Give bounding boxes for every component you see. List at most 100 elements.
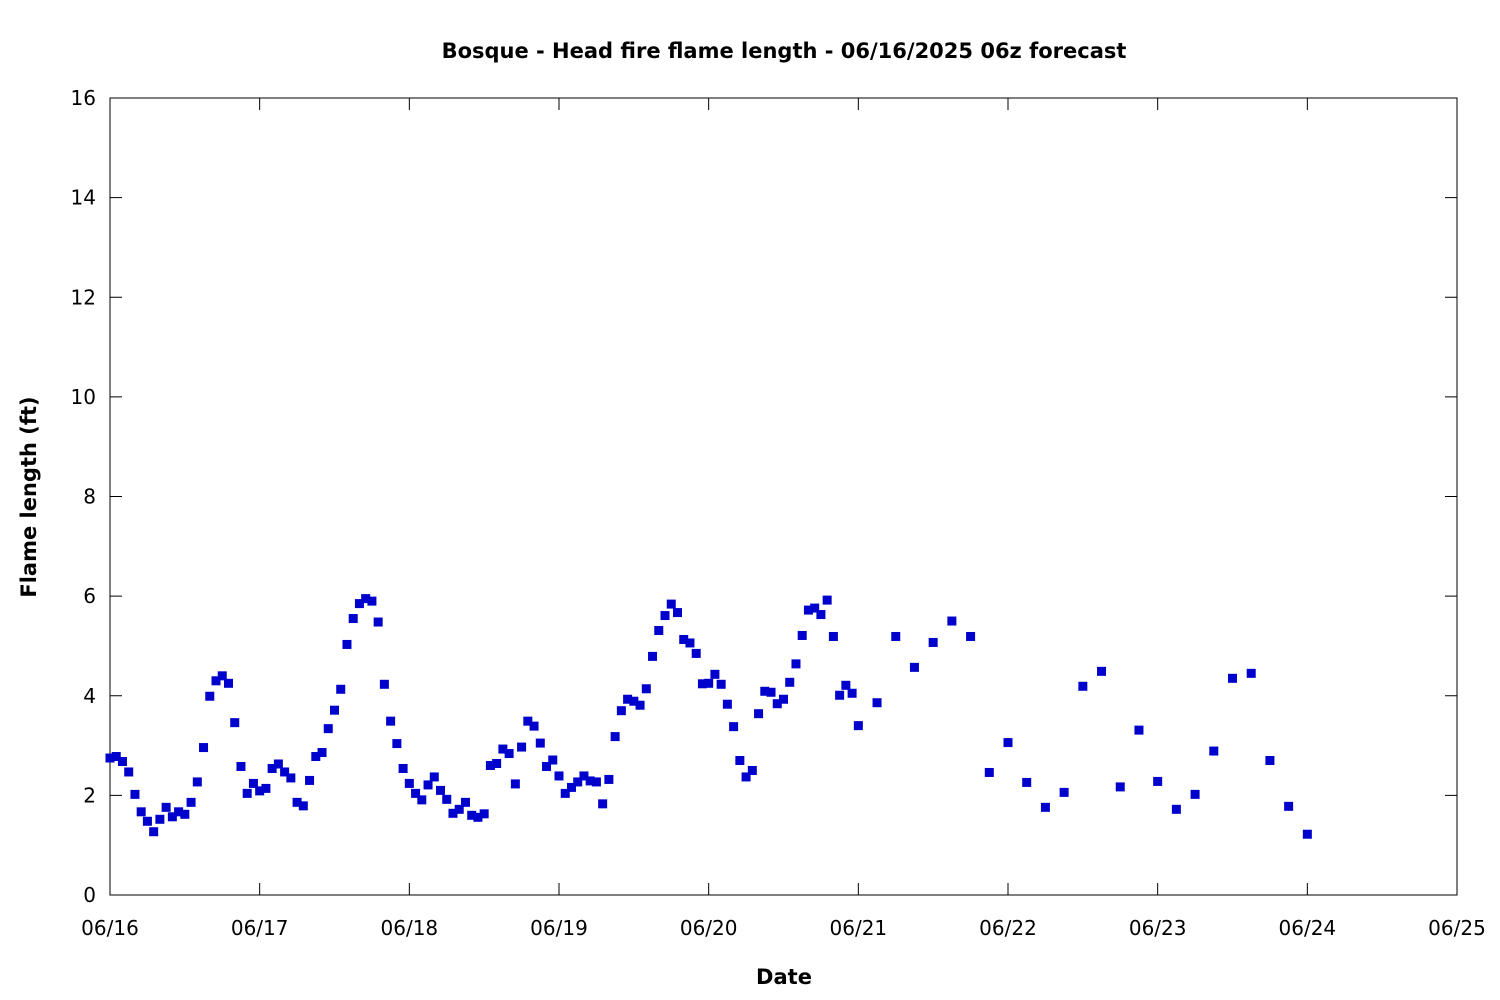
data-point	[1153, 776, 1163, 786]
data-point	[697, 679, 707, 689]
data-point	[261, 783, 271, 793]
data-point	[654, 625, 664, 635]
data-point	[373, 617, 383, 627]
data-point	[286, 773, 296, 783]
data-point	[523, 716, 533, 726]
data-point	[803, 605, 813, 615]
data-point	[629, 696, 639, 706]
data-point	[492, 758, 502, 768]
data-point	[710, 669, 720, 679]
data-point	[529, 721, 539, 731]
data-point	[1040, 802, 1050, 812]
data-point	[436, 785, 446, 795]
data-point	[616, 706, 626, 716]
data-point	[361, 594, 371, 604]
y-tick-label: 10	[71, 385, 96, 409]
data-point	[1003, 738, 1013, 748]
x-tick-label: 06/16	[81, 916, 139, 940]
data-point	[535, 738, 545, 748]
data-point	[367, 596, 377, 606]
data-point	[909, 662, 919, 672]
data-point	[330, 705, 339, 715]
data-point	[747, 765, 757, 775]
x-tick-label: 06/17	[231, 916, 289, 940]
data-point	[130, 789, 140, 799]
data-point	[211, 676, 221, 686]
data-point	[548, 755, 558, 765]
data-point	[679, 634, 689, 644]
data-points	[105, 594, 1312, 839]
data-point	[760, 686, 770, 696]
data-point	[810, 603, 820, 613]
data-point	[180, 809, 190, 819]
data-point	[217, 671, 227, 681]
data-point	[779, 694, 788, 704]
data-point	[816, 610, 826, 620]
data-point	[467, 810, 477, 820]
data-point	[841, 680, 851, 690]
data-point	[242, 788, 252, 798]
data-point	[947, 616, 957, 626]
data-point	[891, 631, 901, 641]
data-point	[966, 631, 976, 641]
data-point	[136, 807, 146, 817]
data-point	[666, 599, 676, 609]
data-point	[785, 677, 795, 687]
x-tick-label: 06/19	[530, 916, 588, 940]
data-point	[386, 716, 396, 726]
data-point	[398, 763, 408, 773]
data-point	[591, 777, 601, 787]
data-point	[342, 639, 352, 649]
data-point	[192, 777, 202, 787]
data-point	[872, 698, 882, 708]
x-tick-label: 06/24	[1279, 916, 1337, 940]
data-point	[149, 827, 159, 837]
data-point	[928, 637, 938, 647]
data-point	[354, 599, 364, 609]
data-point	[766, 687, 776, 697]
data-point	[142, 816, 152, 826]
data-point	[735, 756, 745, 766]
data-point	[442, 794, 452, 804]
data-point	[255, 786, 265, 796]
data-point	[1246, 668, 1256, 678]
data-point	[853, 721, 863, 731]
data-point	[691, 648, 701, 658]
data-point	[741, 772, 751, 782]
data-point	[722, 699, 732, 709]
data-point	[1265, 756, 1275, 766]
y-axis-label: Flame length (ft)	[17, 396, 41, 597]
y-tick-label: 12	[71, 285, 96, 309]
data-point	[236, 761, 246, 771]
data-point	[167, 812, 177, 822]
y-tick-label: 0	[83, 883, 96, 907]
data-point	[984, 767, 994, 777]
data-point	[323, 724, 333, 734]
data-point	[648, 651, 658, 661]
data-point	[1134, 725, 1144, 735]
data-point	[1171, 804, 1181, 814]
data-point	[716, 679, 726, 689]
y-tick-label: 6	[83, 584, 96, 608]
data-point	[1284, 801, 1294, 811]
data-point	[772, 699, 782, 709]
x-axis: 06/16 06/17 06/18 06/19 06/20 06/21 06/22 06/23…	[81, 98, 1486, 940]
data-point	[835, 690, 845, 700]
y-tick-label: 4	[83, 684, 96, 708]
data-point	[498, 744, 508, 754]
data-point	[660, 611, 670, 621]
y-axis: 0 2 4 6 8 10 12 14 16	[71, 86, 1457, 907]
x-tick-label: 06/22	[979, 916, 1037, 940]
data-point	[379, 679, 389, 689]
data-point	[174, 807, 184, 817]
data-point	[423, 780, 433, 790]
x-tick-label: 06/18	[381, 916, 439, 940]
data-point	[124, 767, 134, 777]
data-point	[1022, 777, 1032, 787]
data-point	[280, 767, 290, 777]
data-point	[847, 688, 857, 698]
data-point	[641, 684, 651, 694]
data-point	[729, 722, 739, 732]
x-tick-label: 06/25	[1428, 916, 1486, 940]
data-point	[1059, 787, 1069, 797]
